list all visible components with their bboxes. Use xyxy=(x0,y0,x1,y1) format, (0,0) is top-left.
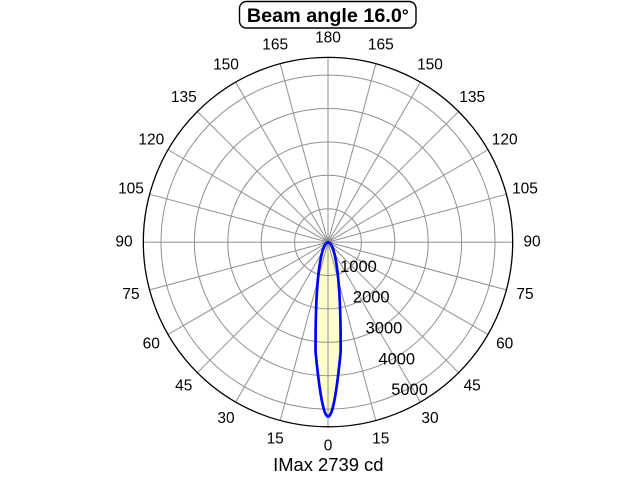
svg-text:Beam angle 16.0°: Beam angle 16.0° xyxy=(247,5,409,27)
svg-text:5000: 5000 xyxy=(391,381,428,399)
svg-text:0: 0 xyxy=(324,437,333,454)
svg-text:90: 90 xyxy=(523,233,541,250)
svg-text:45: 45 xyxy=(464,378,481,395)
svg-text:105: 105 xyxy=(512,181,538,198)
svg-text:75: 75 xyxy=(516,286,533,303)
svg-text:60: 60 xyxy=(496,335,514,352)
svg-text:180: 180 xyxy=(315,29,341,46)
svg-text:30: 30 xyxy=(421,410,439,427)
svg-text:135: 135 xyxy=(171,89,197,106)
svg-text:150: 150 xyxy=(213,57,239,74)
svg-text:3000: 3000 xyxy=(366,320,403,338)
svg-text:15: 15 xyxy=(372,430,389,447)
svg-text:120: 120 xyxy=(138,131,164,148)
svg-text:120: 120 xyxy=(492,131,518,148)
svg-text:165: 165 xyxy=(368,36,394,53)
svg-text:IMax 2739 cd: IMax 2739 cd xyxy=(273,454,383,475)
svg-text:135: 135 xyxy=(459,89,485,106)
svg-text:90: 90 xyxy=(115,233,133,250)
svg-text:2000: 2000 xyxy=(353,289,390,307)
svg-text:15: 15 xyxy=(267,430,284,447)
svg-text:1000: 1000 xyxy=(340,258,377,276)
svg-text:150: 150 xyxy=(417,57,443,74)
svg-text:45: 45 xyxy=(175,378,192,395)
svg-text:165: 165 xyxy=(262,36,288,53)
svg-text:4000: 4000 xyxy=(378,350,415,368)
svg-text:75: 75 xyxy=(122,286,139,303)
svg-text:30: 30 xyxy=(217,410,235,427)
svg-text:105: 105 xyxy=(118,181,144,198)
svg-text:60: 60 xyxy=(143,335,161,352)
